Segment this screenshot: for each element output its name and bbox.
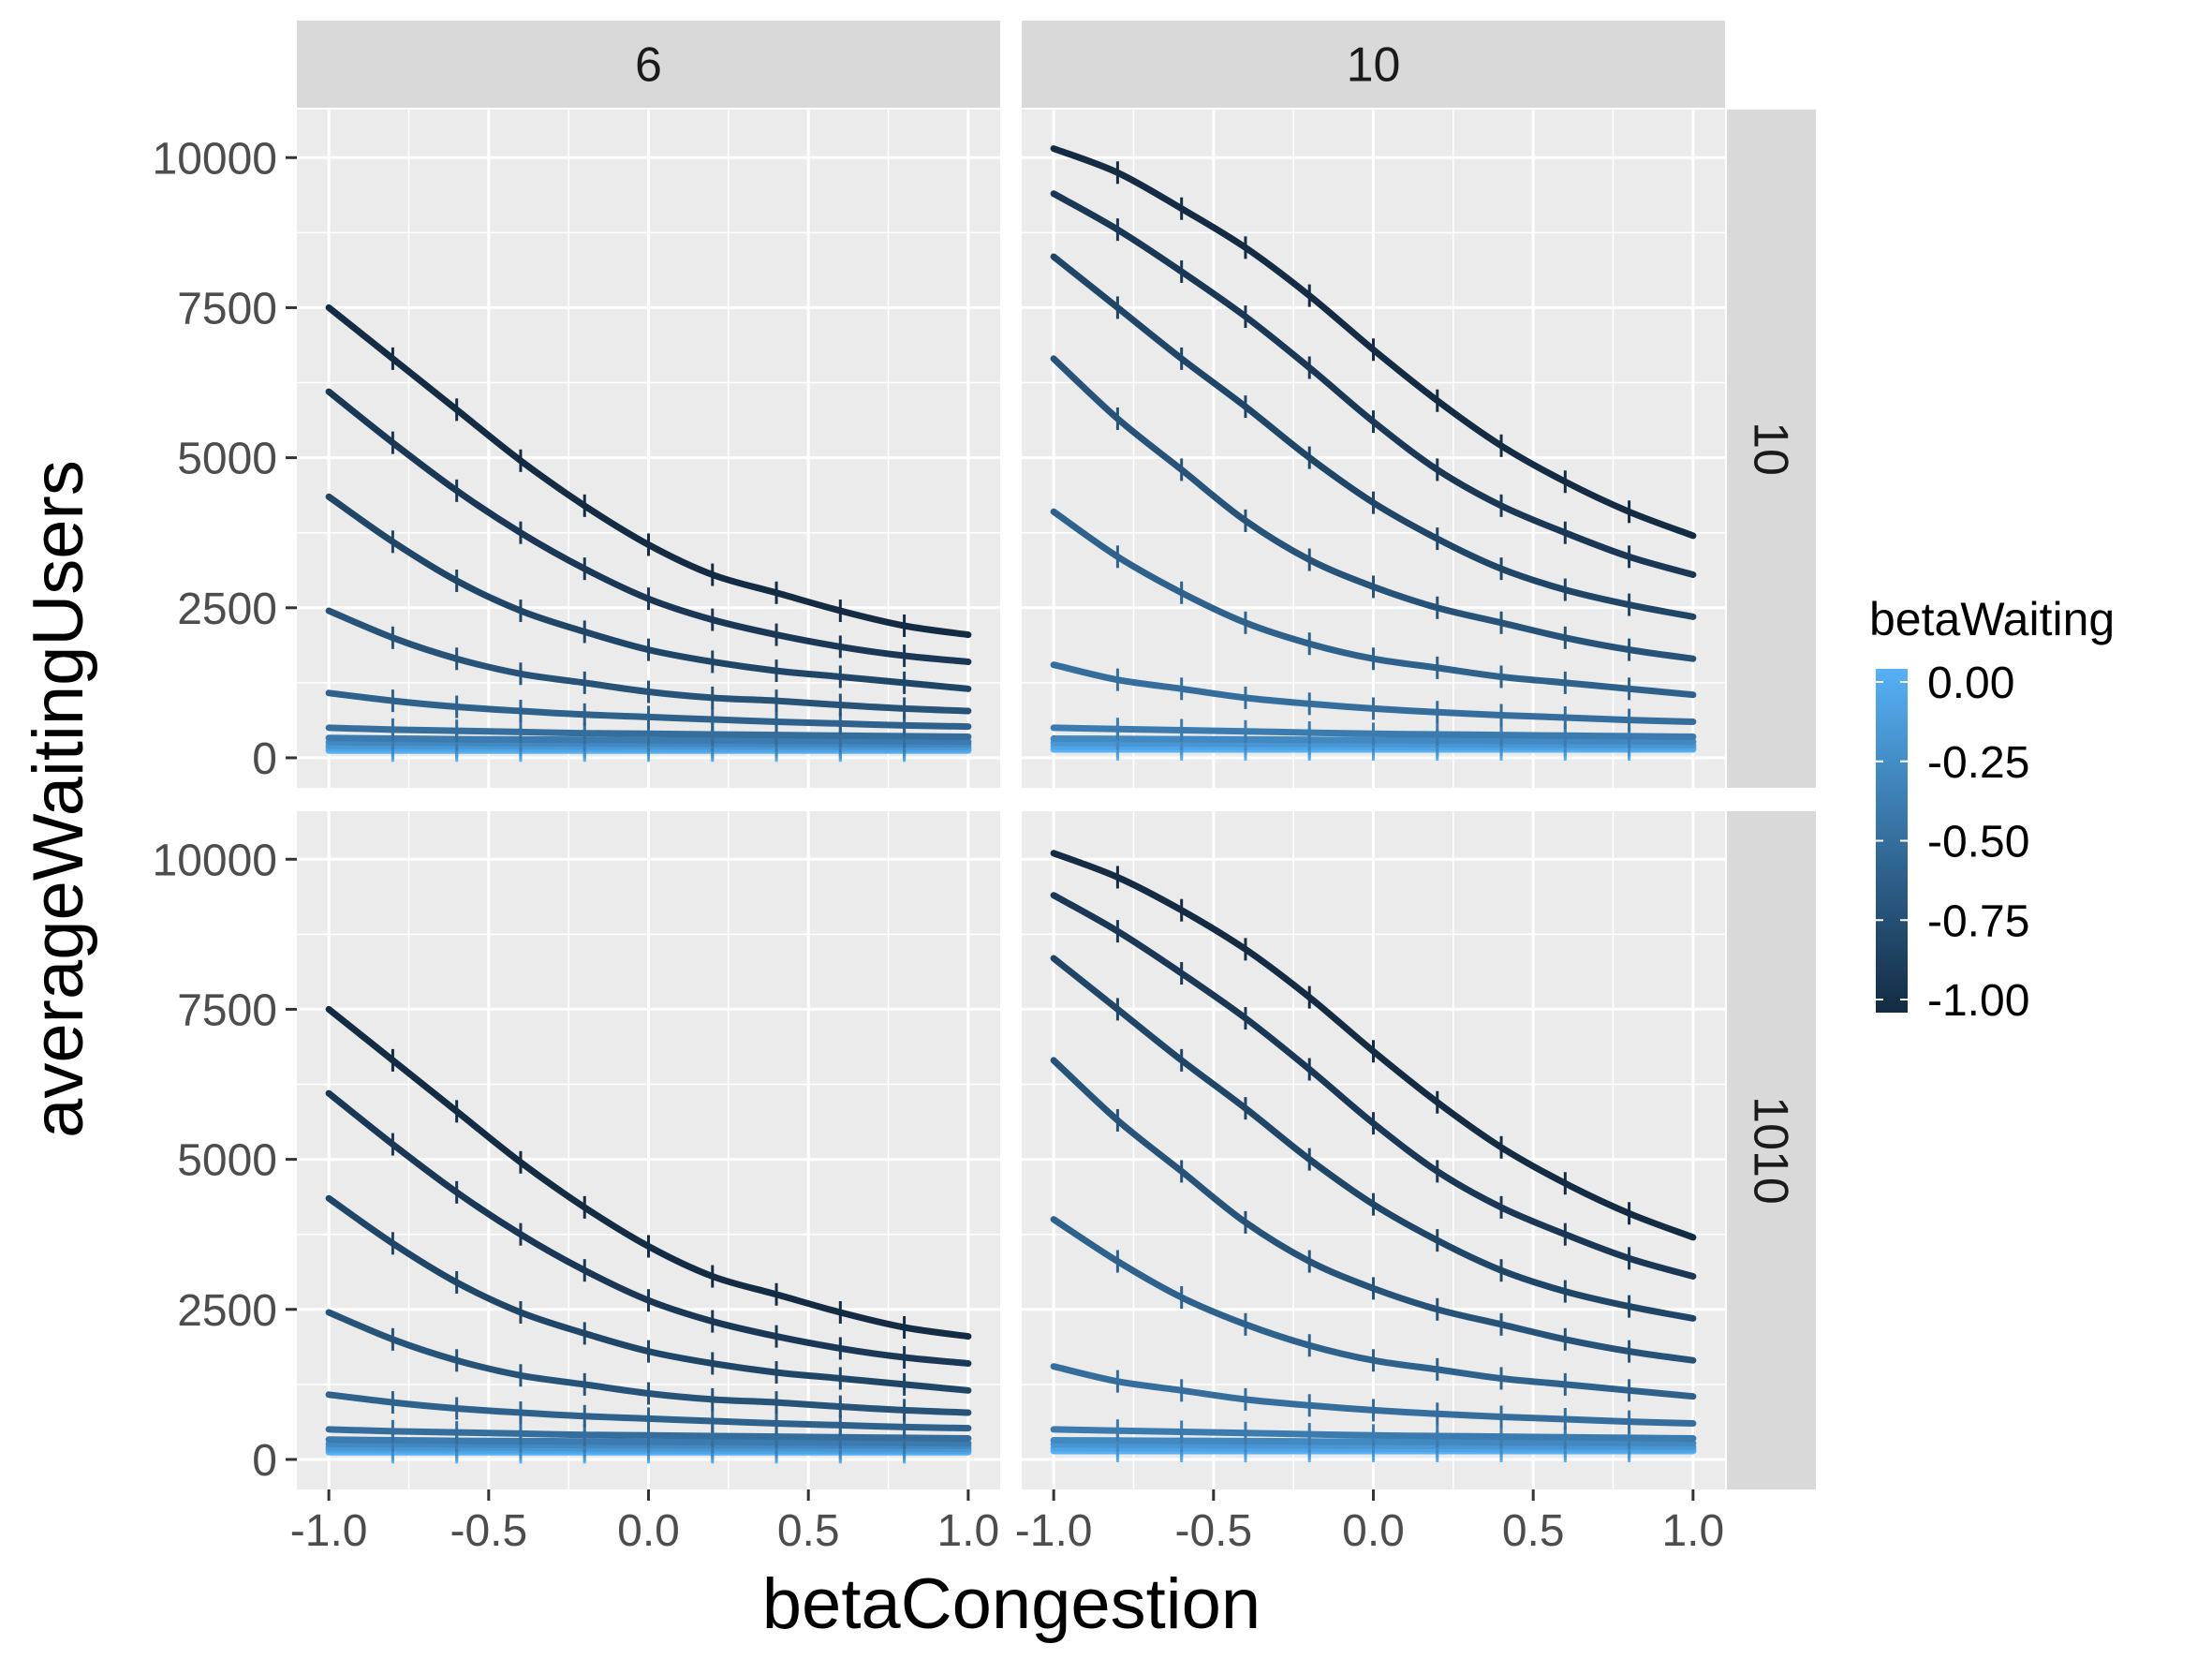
legend-ticks: 0.00 -0.25 -0.50 -0.75 -1.00 [1876, 659, 2029, 1026]
legend-tick-label: -1.00 [1927, 976, 2029, 1026]
x-tick-label: 0.0 [1342, 1506, 1405, 1556]
legend-tick-label: 0.00 [1927, 659, 2014, 708]
panel-6-1010 [297, 811, 1000, 1489]
legend-tick-label: -0.50 [1927, 818, 2029, 867]
y-tick-label: 10000 [153, 836, 277, 885]
x-tick-label: -0.5 [1174, 1506, 1252, 1556]
x-tick-label: 0.0 [617, 1506, 680, 1556]
series-line [1050, 892, 1697, 1280]
series-line [1050, 1057, 1697, 1364]
series-line [1050, 355, 1697, 662]
y-tick-label: 7500 [177, 985, 277, 1035]
panel-10-10 [1022, 110, 1725, 788]
column-strip-label: 10 [1347, 38, 1401, 93]
panel-10-1010 [1022, 811, 1725, 1489]
series-line [1050, 955, 1697, 1322]
row-strip-label: 1010 [1744, 1096, 1798, 1205]
series-line [325, 1005, 972, 1341]
series-line [325, 1089, 972, 1367]
x-tick-label: 0.5 [1502, 1506, 1565, 1556]
x-tick-label: 1.0 [936, 1506, 999, 1556]
column-strip-label: 6 [635, 38, 662, 93]
series-line [1050, 253, 1697, 620]
x-axes: -1.0 -0.5 0.0 0.5 1.0 -1.0 -0.5 0.0 0.5 1.0 [290, 1489, 1724, 1556]
x-tick-label: 1.0 [1661, 1506, 1724, 1556]
row-strip [1727, 811, 1816, 1489]
panel-6-10 [297, 110, 1000, 788]
y-tick-label: 7500 [177, 284, 277, 333]
row-strip [1727, 110, 1816, 788]
x-tick-label: -0.5 [450, 1506, 527, 1556]
y-tick-label: 10000 [153, 134, 277, 184]
column-strip [1022, 21, 1725, 108]
series-line [325, 304, 972, 639]
x-tick-label: -1.0 [290, 1506, 368, 1556]
y-tick-label: 0 [252, 1436, 277, 1486]
x-axis-title: betaCongestion [762, 1564, 1261, 1644]
x-tick-label: 0.5 [777, 1506, 840, 1556]
legend-title: betaWaiting [1869, 593, 2115, 645]
series-line [325, 388, 972, 665]
legend-tick-label: -0.25 [1927, 738, 2029, 788]
y-tick-label: 2500 [177, 1286, 277, 1336]
legend: betaWaiting 0.00 -0.25 -0.50 -0.75 -1.00 [1869, 593, 2115, 1026]
panels [297, 110, 1725, 1489]
series-line [1050, 190, 1697, 578]
x-tick-label: -1.0 [1015, 1506, 1093, 1556]
y-tick-label: 5000 [177, 1136, 277, 1186]
y-axis-title: averageWaitingUsers [19, 460, 98, 1138]
row-strip-label: 10 [1744, 422, 1798, 476]
legend-tick-label: -0.75 [1927, 896, 2029, 946]
y-tick-label: 0 [252, 734, 277, 784]
y-axes: 0 2500 5000 7500 10000 0 2500 5000 7500 10000 [153, 134, 297, 1486]
column-strip [297, 21, 1000, 108]
y-tick-label: 5000 [177, 435, 277, 484]
y-tick-label: 2500 [177, 585, 277, 634]
